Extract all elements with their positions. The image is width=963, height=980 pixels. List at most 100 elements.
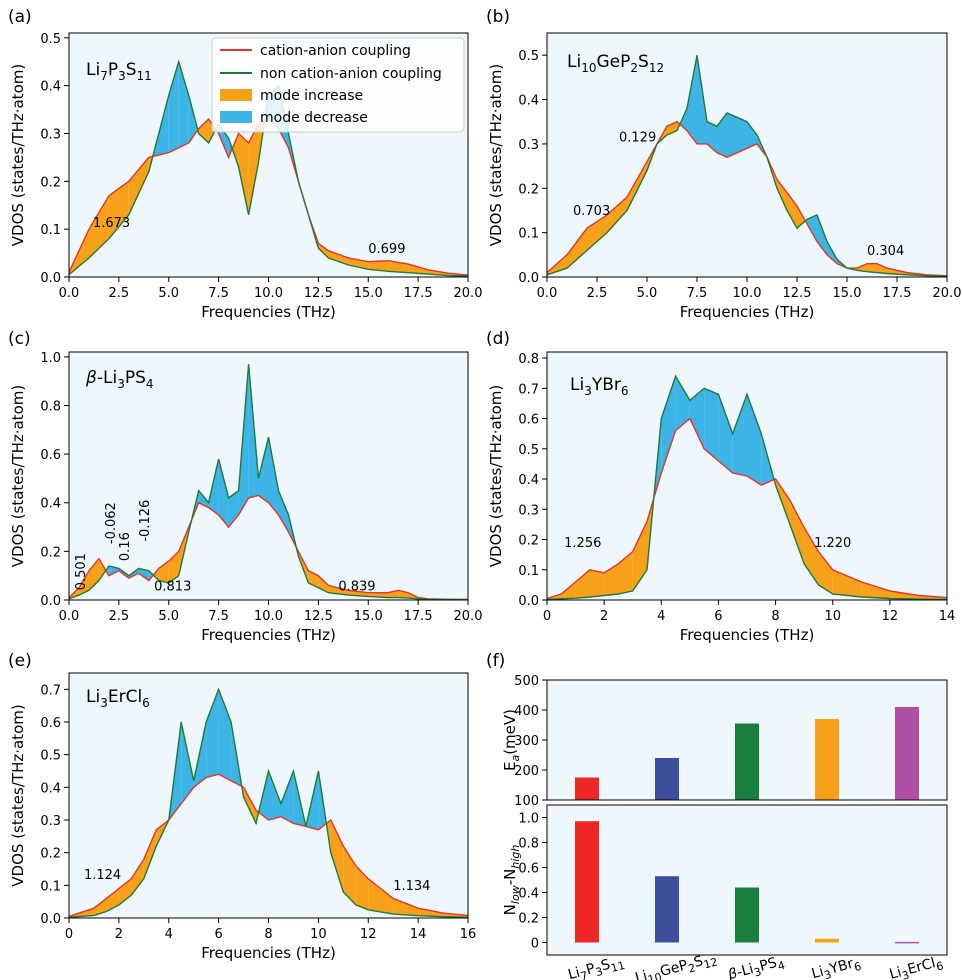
x-tick-label: 20.0 [454,609,483,624]
non-cation-anion-line [68,687,469,918]
legend-increase-swatch [220,89,252,101]
y-tick-label: 100 [514,794,539,809]
bar-2 [655,876,679,943]
mode-decrease-area [281,771,294,824]
legend-decrease-label: mode decrease [260,110,368,126]
x-tick-label: 4 [657,609,665,624]
non-cation-anion-line [68,364,469,601]
mode-decrease-area [732,394,747,476]
mode-increase-area [857,263,867,272]
mode-increase-area [789,500,805,564]
mode-increase-area [318,243,329,258]
cation-anion-line [68,773,469,918]
mode-decrease-area [689,388,705,449]
y-tick-label: 0.4 [40,497,61,512]
y-axis-label: VDOS (states/THz·atom) [9,385,27,567]
y-tick-label: 0.5 [518,49,539,64]
panel-label-e: (e) [8,651,32,671]
value-annotation: 0.703 [573,204,610,219]
y-tick-label: 0.6 [518,862,539,877]
x-tick-label: 10 [824,609,841,624]
mode-decrease-area [718,394,733,473]
bar-3 [735,887,759,943]
y-axis-label: VDOS (states/THz·atom) [9,704,27,886]
y-tick-label: 0.4 [518,94,539,109]
x-tick-label: 20.0 [933,286,962,301]
x-tick-label: 0.0 [59,609,80,624]
value-annotation: 0.501 [74,553,89,590]
y-tick-label: 0.3 [518,138,539,153]
y-tick-label: 0.4 [518,473,539,488]
bar-4 [815,938,839,943]
mode-increase-area [243,787,256,824]
x-axis-label: Frequencies (THz) [680,626,815,644]
x-tick-label: 5.0 [158,286,179,301]
mode-increase-area [418,908,444,917]
mode-increase-area [627,161,647,211]
mode-increase-area [330,820,344,892]
mode-decrease-area [675,376,690,431]
y-tick-label: 0.0 [518,594,539,609]
cation-anion-line [68,494,469,601]
mode-increase-area [867,263,877,273]
y-axis-label: VDOS (states/THz·atom) [9,64,27,246]
y-tick-label: 400 [514,704,539,719]
x-tick-label: 2.5 [109,609,130,624]
plot-background [547,33,947,277]
x-tick-label: 10.0 [254,609,283,624]
mode-decrease-area [218,459,229,528]
x-axis-label: Frequencies (THz) [201,626,336,644]
y-tick-label: 300 [514,734,539,749]
x-tick-label: 10 [310,927,327,942]
non-cation-anion-line [546,55,948,277]
mode-increase-area [108,181,129,239]
y-tick-label: 0.1 [518,227,539,242]
mode-increase-area [575,569,590,599]
bar-2 [655,758,679,800]
mode-increase-area [198,119,209,143]
y-tick-label: 0.2 [40,545,61,560]
x-tick-label: 14 [939,609,956,624]
mode-increase-area [343,846,356,905]
value-annotation: -0.126 [138,500,153,542]
value-annotation: 0.813 [154,579,191,594]
y-tick-label: 0.8 [518,352,539,367]
mode-increase-area [618,551,633,594]
mode-increase-area [787,192,797,229]
y-axis-label: VDOS (states/THz·atom) [487,64,505,246]
mode-increase-area [348,257,369,270]
value-annotation: 1.124 [84,868,121,883]
mode-decrease-area [178,61,189,148]
panel-label-f: (f) [486,651,505,671]
x-tick-label: 17.5 [404,286,433,301]
y-tick-label: 500 [514,674,539,689]
x-tick-label: 8 [771,609,779,624]
nlow-nhigh-axis-label: Nlow-Nhigh [501,845,522,916]
value-annotation: 0.699 [368,242,405,257]
mode-increase-area [408,264,429,275]
x-axis-label: Frequencies (THz) [680,303,815,321]
y-tick-label: 0.0 [40,912,61,927]
x-tick-label: 20.0 [454,286,483,301]
mode-increase-area [131,859,144,896]
mode-increase-area [143,829,157,879]
material-label-d: Li3YBr6 [570,375,629,398]
mode-decrease-area [737,117,747,153]
y-tick-label: 0.4 [40,781,61,796]
y-tick-label: 0.8 [40,399,61,414]
mode-increase-area [877,263,887,274]
mode-increase-area [368,260,389,272]
mode-decrease-area [206,689,219,778]
mode-decrease-area [268,437,279,515]
y-tick-label: 0.3 [40,127,61,142]
bar-1 [575,777,599,800]
y-tick-label: 1.0 [40,351,61,366]
bar-5 [895,707,919,800]
bar-4 [815,719,839,800]
x-tick-label: 12.5 [783,286,812,301]
x-tick-label: 12.5 [304,286,333,301]
material-label-c: β-Li3PS4 [85,368,154,391]
value-annotation: -0.062 [104,502,119,544]
x-tick-label: 12 [882,609,899,624]
